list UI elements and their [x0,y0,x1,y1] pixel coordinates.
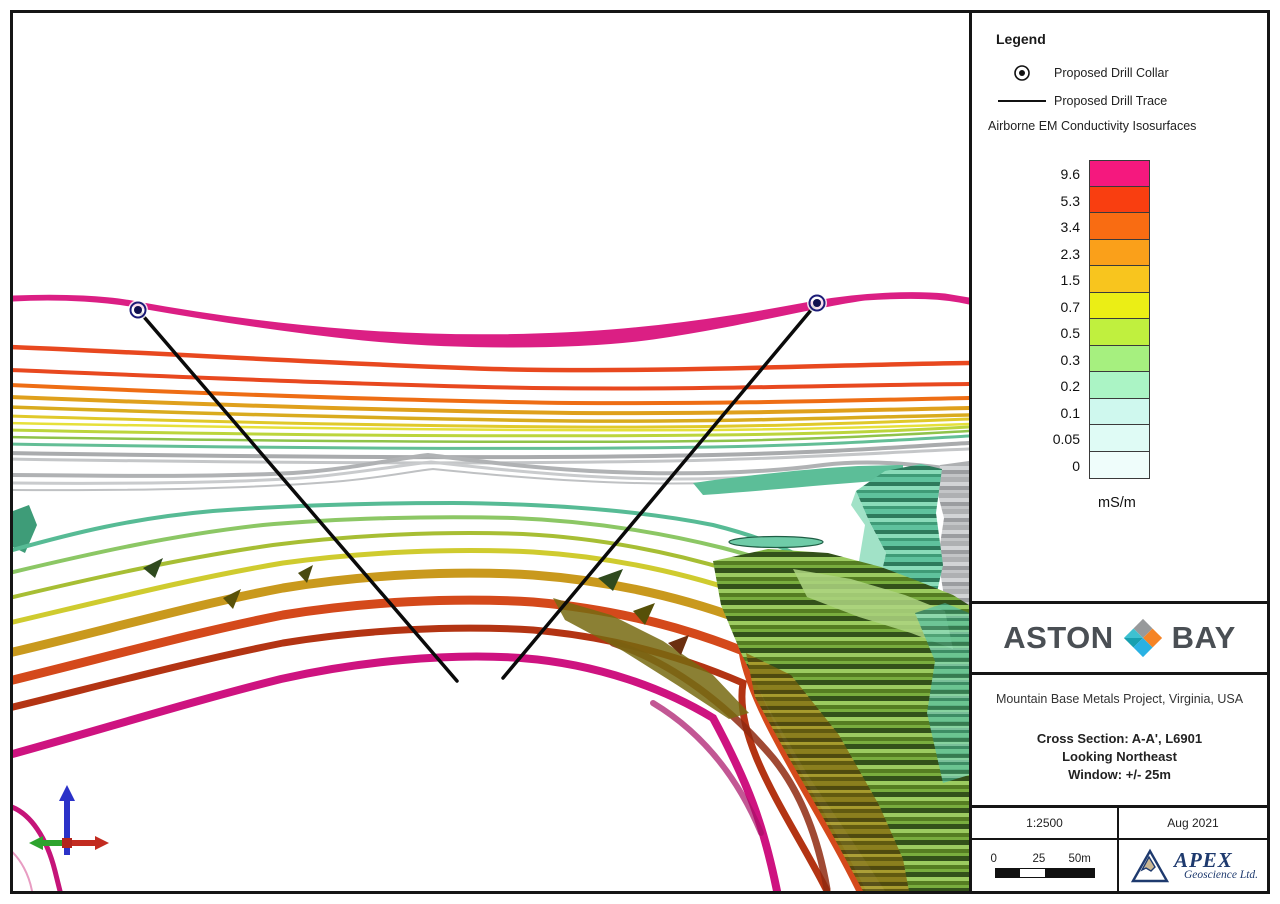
colorscale-row: 3.4 [996,212,1257,241]
right-panel: Legend Proposed Drill Collar Proposed Dr… [972,13,1267,891]
legend-item-drill-collar: Proposed Drill Collar [996,63,1257,83]
apex-triangle-icon [1130,848,1170,882]
colorscale-swatch [1089,265,1150,294]
colorscale-row: 5.3 [996,185,1257,215]
colorscale-swatch [1089,291,1150,321]
scalebar-label-50: 50m [1068,853,1091,865]
colorscale-value: 0 [1072,457,1080,474]
colorscale-value: 1.5 [1060,272,1080,289]
colorscale-row: 0.7 [996,291,1257,321]
scalebar-apex-row: 0 25 50m APEX Geoscience Ltd. [972,838,1267,891]
colorscale-swatch [1089,318,1150,347]
colorscale-row: 0.1 [996,397,1257,427]
scale-cell: 1:2500 [972,808,1119,838]
colorscale-swatch [1089,185,1150,215]
section-window: Window: +/- 25m [1068,767,1171,782]
project-title: Mountain Base Metals Project, Virginia, … [995,692,1244,706]
drill-trace-line [136,308,459,683]
bottom-left-bands [13,804,63,891]
scalebar-label-0: 0 [990,853,997,865]
colorscale-value: 0.7 [1060,298,1080,315]
section-orientation: Looking Northeast [1062,749,1177,764]
legend: Legend Proposed Drill Collar Proposed Dr… [972,13,1267,601]
drill-collar-marker [807,293,827,313]
upper-isosurface-bands [13,292,969,465]
colorscale-value: 2.3 [1060,245,1080,262]
drill-trace-icon [996,98,1048,104]
company-logo-cell: ASTON BAY [972,601,1267,675]
drill-collar-marker [128,300,148,320]
colorscale-swatch [1089,371,1150,400]
panel-divider [969,10,972,894]
colorscale-value: 0.3 [1060,351,1080,368]
apex-logo: APEX Geoscience Ltd. [1119,840,1267,891]
titleblock: Mountain Base Metals Project, Virginia, … [972,675,1267,805]
scalebar: 0 25 50m [972,840,1119,891]
brand-word-left: ASTON [1003,620,1114,655]
colorscale-value: 5.3 [1060,192,1080,209]
colorscale-value: 0.5 [1060,325,1080,342]
right-isosurface-structure [713,461,969,891]
apex-sub: Geoscience Ltd. [1183,868,1259,881]
legend-item-drill-trace: Proposed Drill Trace [996,94,1257,108]
colorscale-value: 0.2 [1060,378,1080,395]
colorscale-swatch [1089,238,1150,268]
legend-title: Legend [996,31,1046,47]
colorscale-value: 0.05 [1052,431,1080,448]
scale-date-row: 1:2500 Aug 2021 [972,805,1267,838]
unit-label: mS/m [1098,495,1136,511]
drill-collars [128,293,827,320]
colorscale-swatch [1089,344,1150,374]
drill-collar-icon [996,63,1048,83]
colorscale-row: 0 [996,450,1257,480]
colorscale-row: 0.2 [996,371,1257,400]
colorscale-swatch [1089,212,1150,241]
legend-item-label: Proposed Drill Collar [1054,66,1169,80]
conductivity-colorscale: 9.6 5.3 3.4 2.3 1.5 0.7 0.5 0.3 0.2 0.1 0.05 0 [996,160,1257,480]
colorscale-value: 0.1 [1060,404,1080,421]
scalebar-labels: 0 25 50m [990,853,1097,866]
colorscale-row: 2.3 [996,238,1257,268]
date-cell: Aug 2021 [1167,816,1219,830]
section-title: Cross Section: A-A', L6901 [1036,731,1203,746]
colorscale-row: 1.5 [996,265,1257,294]
axis-triad-icon [29,785,109,855]
brand-word-right: BAY [1171,620,1236,655]
colorscale-row: 0.5 [996,318,1257,347]
colorscale-swatch [1089,424,1150,453]
colorscale-row: 9.6 [996,160,1257,189]
legend-item-label: Proposed Drill Trace [1054,94,1168,108]
colorscale-value: 3.4 [1060,219,1080,236]
drill-trace-line [501,301,819,680]
colorscale-value: 9.6 [1060,166,1080,183]
aston-bay-logo: ASTON BAY [1003,617,1236,659]
apex-name: APEX [1173,847,1233,872]
scalebar-label-25: 25 [1032,853,1046,865]
isosurface-heading: Airborne EM Conductivity Isosurfaces [988,119,1197,133]
colorscale-swatch [1089,450,1150,480]
colorscale-swatch [1089,397,1150,427]
diamond-icon [1122,617,1164,659]
drill-traces [136,301,819,683]
cross-section-view [13,13,969,891]
colorscale-row: 0.3 [996,344,1257,374]
colorscale-swatch [1089,160,1150,189]
scalebar-bar [994,868,1095,878]
colorscale-row: 0.05 [996,424,1257,453]
